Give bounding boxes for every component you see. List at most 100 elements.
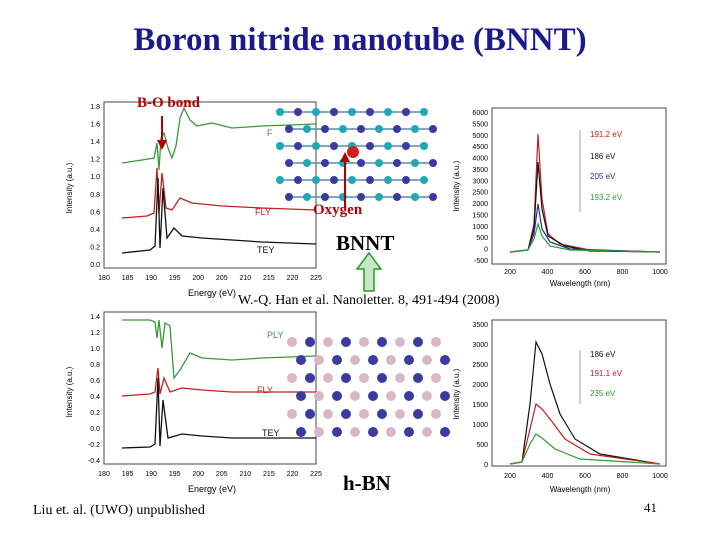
x-tick-label: 190 [145,471,157,478]
series-191-1-line [509,402,661,465]
legend-191-1: 191.1 eV [590,369,623,378]
atom [386,427,396,437]
y-tick-label: 1.8 [90,104,100,111]
oxygen-atom [347,146,359,158]
atom [321,193,329,201]
atom [375,125,383,133]
y-tick-label: 0.8 [90,192,100,199]
atom [411,193,419,201]
x-tick-label: 220 [287,275,299,282]
series-186-line [509,339,661,465]
atom [411,125,419,133]
y-tick-label: 0.0 [90,426,100,433]
atom [357,125,365,133]
x-tick-label: 1000 [652,473,668,480]
y-tick-label: 2500 [472,190,488,197]
x-tick-label: 600 [579,473,591,480]
y-tick-label: 1500 [472,402,488,409]
atom [366,108,374,116]
legend-186: 186 eV [590,350,616,359]
atom [395,337,405,347]
x-tick-label: 185 [122,275,134,282]
y-tick-label: 0.6 [90,209,100,216]
footer-credit: Liu et. al. (UWO) unpublished [33,503,205,518]
atom [386,355,396,365]
atom [294,108,302,116]
y-tick-label: 0.6 [90,378,100,385]
y-tick-label: 3000 [472,342,488,349]
atom [404,391,414,401]
y-axis-label: Intensity (a.u.) [65,366,74,417]
y-tick-label: 2500 [472,362,488,369]
x-tick-label: 215 [263,471,275,478]
x-tick-label: 205 [216,275,228,282]
y-tick-label: -0.2 [88,442,100,449]
page-number: 41 [644,500,657,515]
y-tick-label: 0 [484,247,488,254]
atom [303,125,311,133]
series-193-2-line [509,221,661,253]
x-tick-label: 200 [504,269,516,276]
atom [276,176,284,184]
atom [305,373,315,383]
y-tick-label: 5000 [472,133,488,140]
plot-frame [103,311,317,465]
atom [440,391,450,401]
y-tick-label: 1.0 [90,174,100,181]
x-tick-label: 400 [542,269,554,276]
bo-arrow-head [157,140,167,150]
atom [350,355,360,365]
atom [440,427,450,437]
y-tick-label: 4000 [472,156,488,163]
atom [305,337,315,347]
chart-pl-bnnt: 6000550050004500400035003000250020001500… [452,107,668,288]
y-tick-label: 0.8 [90,362,100,369]
y-tick-label: -0.4 [88,458,100,465]
atom [294,176,302,184]
atom [341,373,351,383]
legend-tey: TEY [257,245,275,255]
series-235-line [509,433,661,465]
atom [366,176,374,184]
y-tick-label: 3500 [472,167,488,174]
x-tick-label: 800 [617,269,629,276]
atom [413,373,423,383]
plot-frame [491,319,667,467]
atom [332,391,342,401]
x-tick-label: 220 [287,471,299,478]
atom [312,176,320,184]
y-tick-label: 1.4 [90,139,100,146]
citation: W.-Q. Han et al. Nanoletter. 8, 491-494 … [238,293,500,308]
x-tick-label: 190 [145,275,157,282]
y-tick-label: 1.0 [90,346,100,353]
hbn-label: h-BN [343,471,391,495]
legend-205: 205 eV [590,172,616,181]
atom [357,159,365,167]
atom [422,391,432,401]
atom [402,176,410,184]
chart-xanes-hbn: 1.4 1.2 1.0 0.8 0.6 0.4 0.2 0.0 -0.2 -0.4 180 185 19… [65,311,322,494]
x-tick-label: 185 [122,471,134,478]
atom [368,391,378,401]
x-tick-label: 400 [542,473,554,480]
atom [341,337,351,347]
atom [296,427,306,437]
y-axis-label: Intensity (a.u.) [452,160,461,211]
atom [314,427,324,437]
y-tick-label: 500 [476,442,488,449]
atom [377,409,387,419]
x-tick-label: 195 [169,471,181,478]
atom [393,125,401,133]
atom [413,337,423,347]
atom [384,176,392,184]
atom [339,125,347,133]
x-tick-label: 180 [98,275,110,282]
legend-tey: TEY [262,428,280,438]
atom [429,159,437,167]
x-tick-label: 200 [192,275,204,282]
atom [330,108,338,116]
x-axis-label: Wavelength (nm) [550,485,611,494]
legend-193-2: 193.2 eV [590,193,623,202]
atom [422,427,432,437]
atom [332,427,342,437]
